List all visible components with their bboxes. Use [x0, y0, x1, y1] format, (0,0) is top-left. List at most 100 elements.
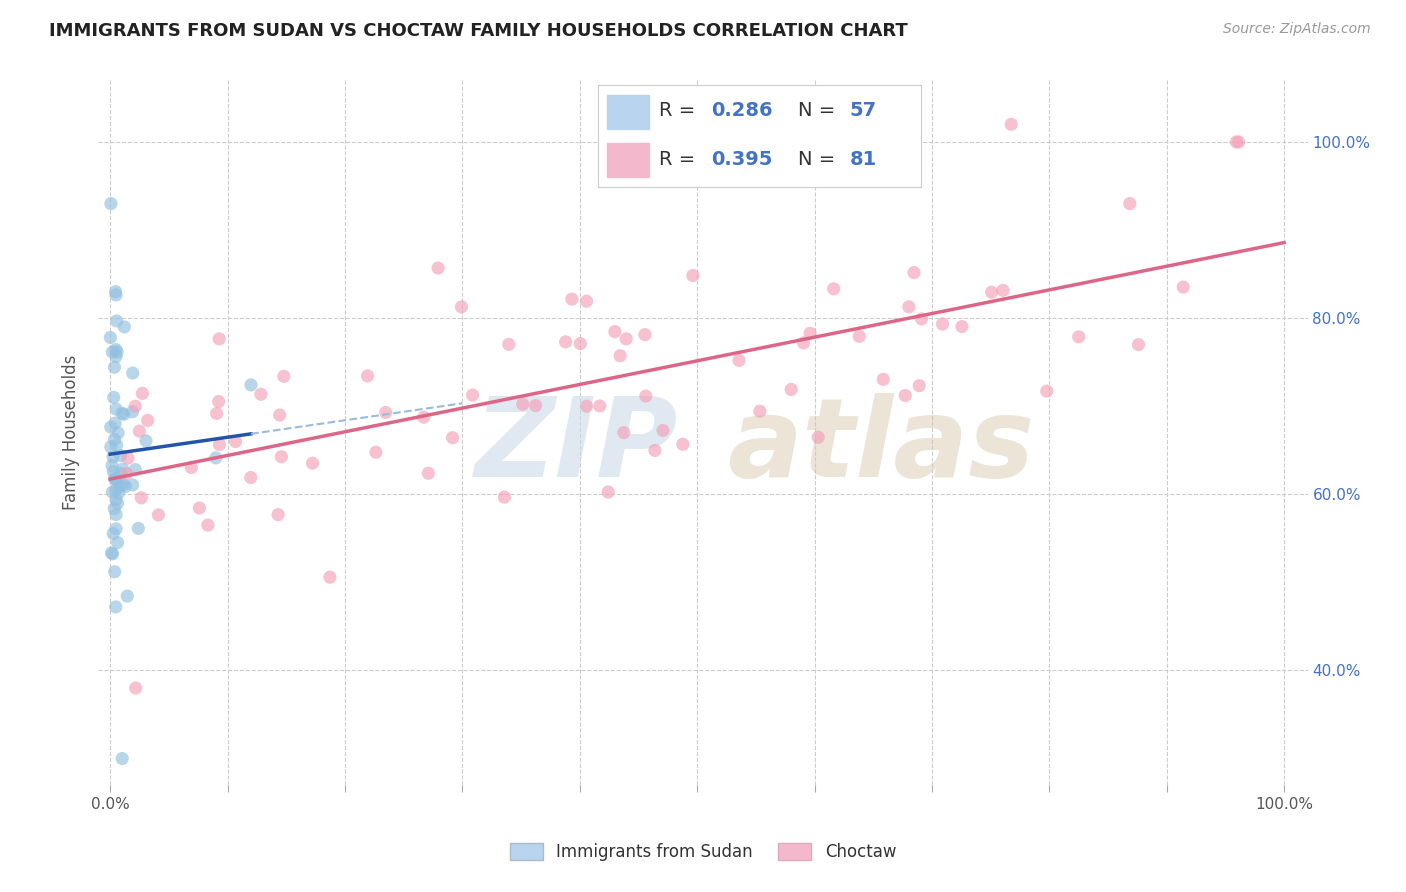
Text: R =: R = [659, 150, 702, 169]
Point [114, 479, 136, 493]
Point [101, 458, 124, 473]
Point [412, 410, 434, 425]
Text: atlas: atlas [727, 393, 1035, 500]
Point [208, 394, 231, 409]
Point [450, 300, 472, 314]
Point [512, 397, 534, 411]
Point [104, 416, 127, 430]
Point [1035, 384, 1057, 399]
Point [104, 343, 127, 357]
Point [427, 261, 450, 276]
Point [270, 450, 292, 464]
Point [575, 399, 598, 413]
Point [103, 526, 125, 541]
Point [101, 450, 124, 464]
Point [609, 349, 631, 363]
Point [105, 492, 128, 507]
Point [614, 332, 637, 346]
FancyBboxPatch shape [607, 95, 650, 128]
Point [110, 467, 132, 481]
Point [364, 445, 387, 459]
Point [267, 508, 290, 522]
Point [494, 490, 516, 504]
Text: 0.286: 0.286 [710, 102, 772, 120]
Point [799, 326, 821, 341]
Point [1067, 330, 1090, 344]
Point [105, 402, 128, 417]
Point [554, 334, 576, 349]
Point [111, 462, 134, 476]
Point [105, 522, 128, 536]
Point [897, 300, 920, 314]
Point [101, 485, 124, 500]
Point [103, 433, 125, 447]
Point [112, 477, 135, 491]
Point [356, 368, 378, 383]
Point [807, 430, 830, 444]
Point [911, 312, 934, 326]
Point [208, 332, 231, 346]
Point [498, 337, 520, 351]
Point [104, 599, 127, 614]
Point [461, 388, 484, 402]
Point [107, 496, 129, 510]
Point [110, 479, 132, 493]
Point [128, 424, 150, 438]
Point [104, 472, 127, 486]
Point [894, 388, 917, 402]
Point [240, 378, 263, 392]
Point [105, 473, 128, 487]
Point [127, 521, 149, 535]
Point [131, 386, 153, 401]
Point [748, 404, 770, 418]
Point [104, 565, 127, 579]
Point [644, 443, 666, 458]
Point [117, 589, 139, 603]
Text: N =: N = [799, 102, 842, 120]
Point [524, 399, 547, 413]
Point [124, 399, 146, 413]
Point [672, 437, 695, 451]
Text: R =: R = [659, 102, 702, 120]
Point [105, 350, 128, 364]
Text: 81: 81 [849, 150, 877, 169]
Point [112, 319, 135, 334]
Point [104, 285, 127, 299]
Text: N =: N = [799, 150, 842, 169]
Point [273, 369, 295, 384]
Point [100, 440, 122, 454]
Point [103, 391, 125, 405]
Y-axis label: Family Households: Family Households [62, 355, 80, 510]
Legend: Immigrants from Sudan, Choctaw: Immigrants from Sudan, Choctaw [510, 843, 896, 861]
Text: ZIP: ZIP [475, 393, 679, 500]
Point [589, 399, 612, 413]
Point [319, 570, 342, 584]
Point [197, 518, 219, 533]
Point [239, 470, 262, 484]
Point [269, 408, 291, 422]
Point [107, 535, 129, 549]
Text: IMMIGRANTS FROM SUDAN VS CHOCTAW FAMILY HOUSEHOLDS CORRELATION CHART: IMMIGRANTS FROM SUDAN VS CHOCTAW FAMILY … [49, 22, 908, 40]
Point [652, 424, 675, 438]
Point [872, 372, 894, 386]
Point [188, 501, 211, 516]
Point [1173, 280, 1195, 294]
Point [250, 387, 273, 401]
Text: 57: 57 [849, 102, 877, 120]
Point [980, 285, 1002, 300]
Point [110, 449, 132, 463]
Point [121, 405, 143, 419]
Point [129, 491, 152, 505]
Point [991, 284, 1014, 298]
Point [111, 751, 134, 765]
Point [101, 547, 124, 561]
Point [950, 319, 973, 334]
Point [728, 353, 751, 368]
Point [780, 383, 803, 397]
Point [793, 335, 815, 350]
Point [575, 294, 598, 309]
Point [204, 450, 226, 465]
Point [1225, 135, 1247, 149]
Point [100, 330, 122, 344]
Point [180, 460, 202, 475]
